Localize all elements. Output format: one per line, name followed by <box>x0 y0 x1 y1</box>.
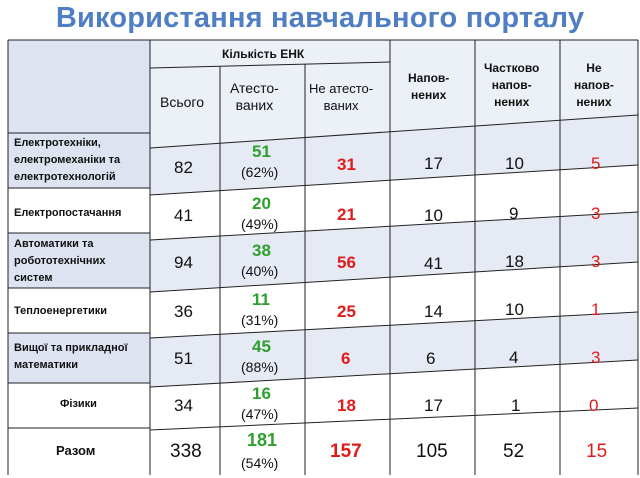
total-not-attested: 157 <box>330 441 362 462</box>
cell-attested: 11 <box>252 290 270 309</box>
cell-attested: 16 <box>252 384 271 403</box>
row-label-2: Електропостачання <box>14 207 122 219</box>
cell-total: 94 <box>174 253 193 272</box>
cell-filled: 14 <box>424 302 443 321</box>
cell-filled: 6 <box>426 349 436 368</box>
band-5 <box>150 312 638 387</box>
row-fill-5 <box>8 333 150 383</box>
total-not-filled: 15 <box>586 441 608 462</box>
cell-partial: 1 <box>511 396 521 415</box>
cell-attested-pct: (47%) <box>241 406 279 422</box>
cell-total: 34 <box>174 396 193 415</box>
cell-attested-pct: (62%) <box>241 164 279 180</box>
cell-attested: 51 <box>252 142 271 161</box>
cell-total: 41 <box>174 206 193 225</box>
row-label-1: Електротехніки, електромеханіки та електро… <box>14 137 121 183</box>
header-not-filled: Не напов-нених <box>574 61 614 109</box>
cell-partial: 10 <box>505 154 524 173</box>
cell-partial: 18 <box>505 252 524 271</box>
cell-partial: 9 <box>509 204 519 223</box>
header-diag-fill <box>150 40 638 148</box>
total-partial: 52 <box>503 441 525 462</box>
cell-attested: 45 <box>252 337 271 356</box>
row-label-3: Автоматики та робототехнічних систем <box>14 238 106 284</box>
row-label-5: Вищої та прикладної математики <box>14 342 128 371</box>
cell-attested-pct: (88%) <box>241 359 279 375</box>
row-label-4: Теплоенергетики <box>14 305 108 317</box>
cell-attested: 20 <box>252 194 271 213</box>
cell-attested-pct: (31%) <box>241 312 279 328</box>
cell-not-filled: 1 <box>591 300 601 319</box>
header-partial: Частково напов-нених <box>484 61 540 109</box>
cell-attested-pct: (49%) <box>241 216 279 232</box>
cell-filled: 10 <box>424 206 443 225</box>
row-fill-3 <box>8 233 150 288</box>
cell-attested: 38 <box>252 241 271 260</box>
row-fill-1 <box>8 133 150 188</box>
cell-not-attested: 56 <box>337 253 356 272</box>
header-attested: Атесто-ваних <box>230 80 279 113</box>
cell-partial: 10 <box>505 300 524 319</box>
total-filled: 105 <box>416 441 448 462</box>
header-not-attested: Не атесто-ваних <box>309 81 374 113</box>
total-attested: 181 <box>247 430 278 450</box>
band-1 <box>150 115 638 195</box>
header-filled: Напов-нених <box>408 71 450 102</box>
cell-filled: 41 <box>424 254 443 273</box>
page-title: Використання навчального порталу <box>55 2 585 34</box>
cell-not-filled: 5 <box>591 154 601 173</box>
cell-not-attested: 21 <box>337 205 356 224</box>
cell-partial: 4 <box>509 348 519 367</box>
cell-total: 51 <box>174 349 193 368</box>
cell-not-filled: 3 <box>591 204 601 223</box>
cell-total: 82 <box>174 158 193 177</box>
header-total: Всього <box>160 94 205 110</box>
cell-filled: 17 <box>424 396 443 415</box>
cell-not-filled: 3 <box>591 348 601 367</box>
cell-not-attested: 6 <box>341 349 351 368</box>
cell-not-filled: 0 <box>589 396 599 415</box>
row-label-total: Разом <box>56 443 96 458</box>
cell-filled: 17 <box>424 154 443 173</box>
cell-not-attested: 18 <box>337 396 356 415</box>
total-attested-pct: (54%) <box>241 455 279 471</box>
cell-total: 36 <box>174 302 193 321</box>
band-3 <box>150 212 638 292</box>
cell-attested-pct: (40%) <box>241 263 279 279</box>
header-group: Кількість ЕНК <box>222 47 305 61</box>
cell-not-filled: 3 <box>591 252 601 271</box>
total-all: 338 <box>170 441 202 462</box>
cell-not-attested: 25 <box>337 302 356 321</box>
row-label-6: Фізики <box>60 398 97 410</box>
cell-not-attested: 31 <box>337 155 356 174</box>
header-fill <box>8 40 150 133</box>
